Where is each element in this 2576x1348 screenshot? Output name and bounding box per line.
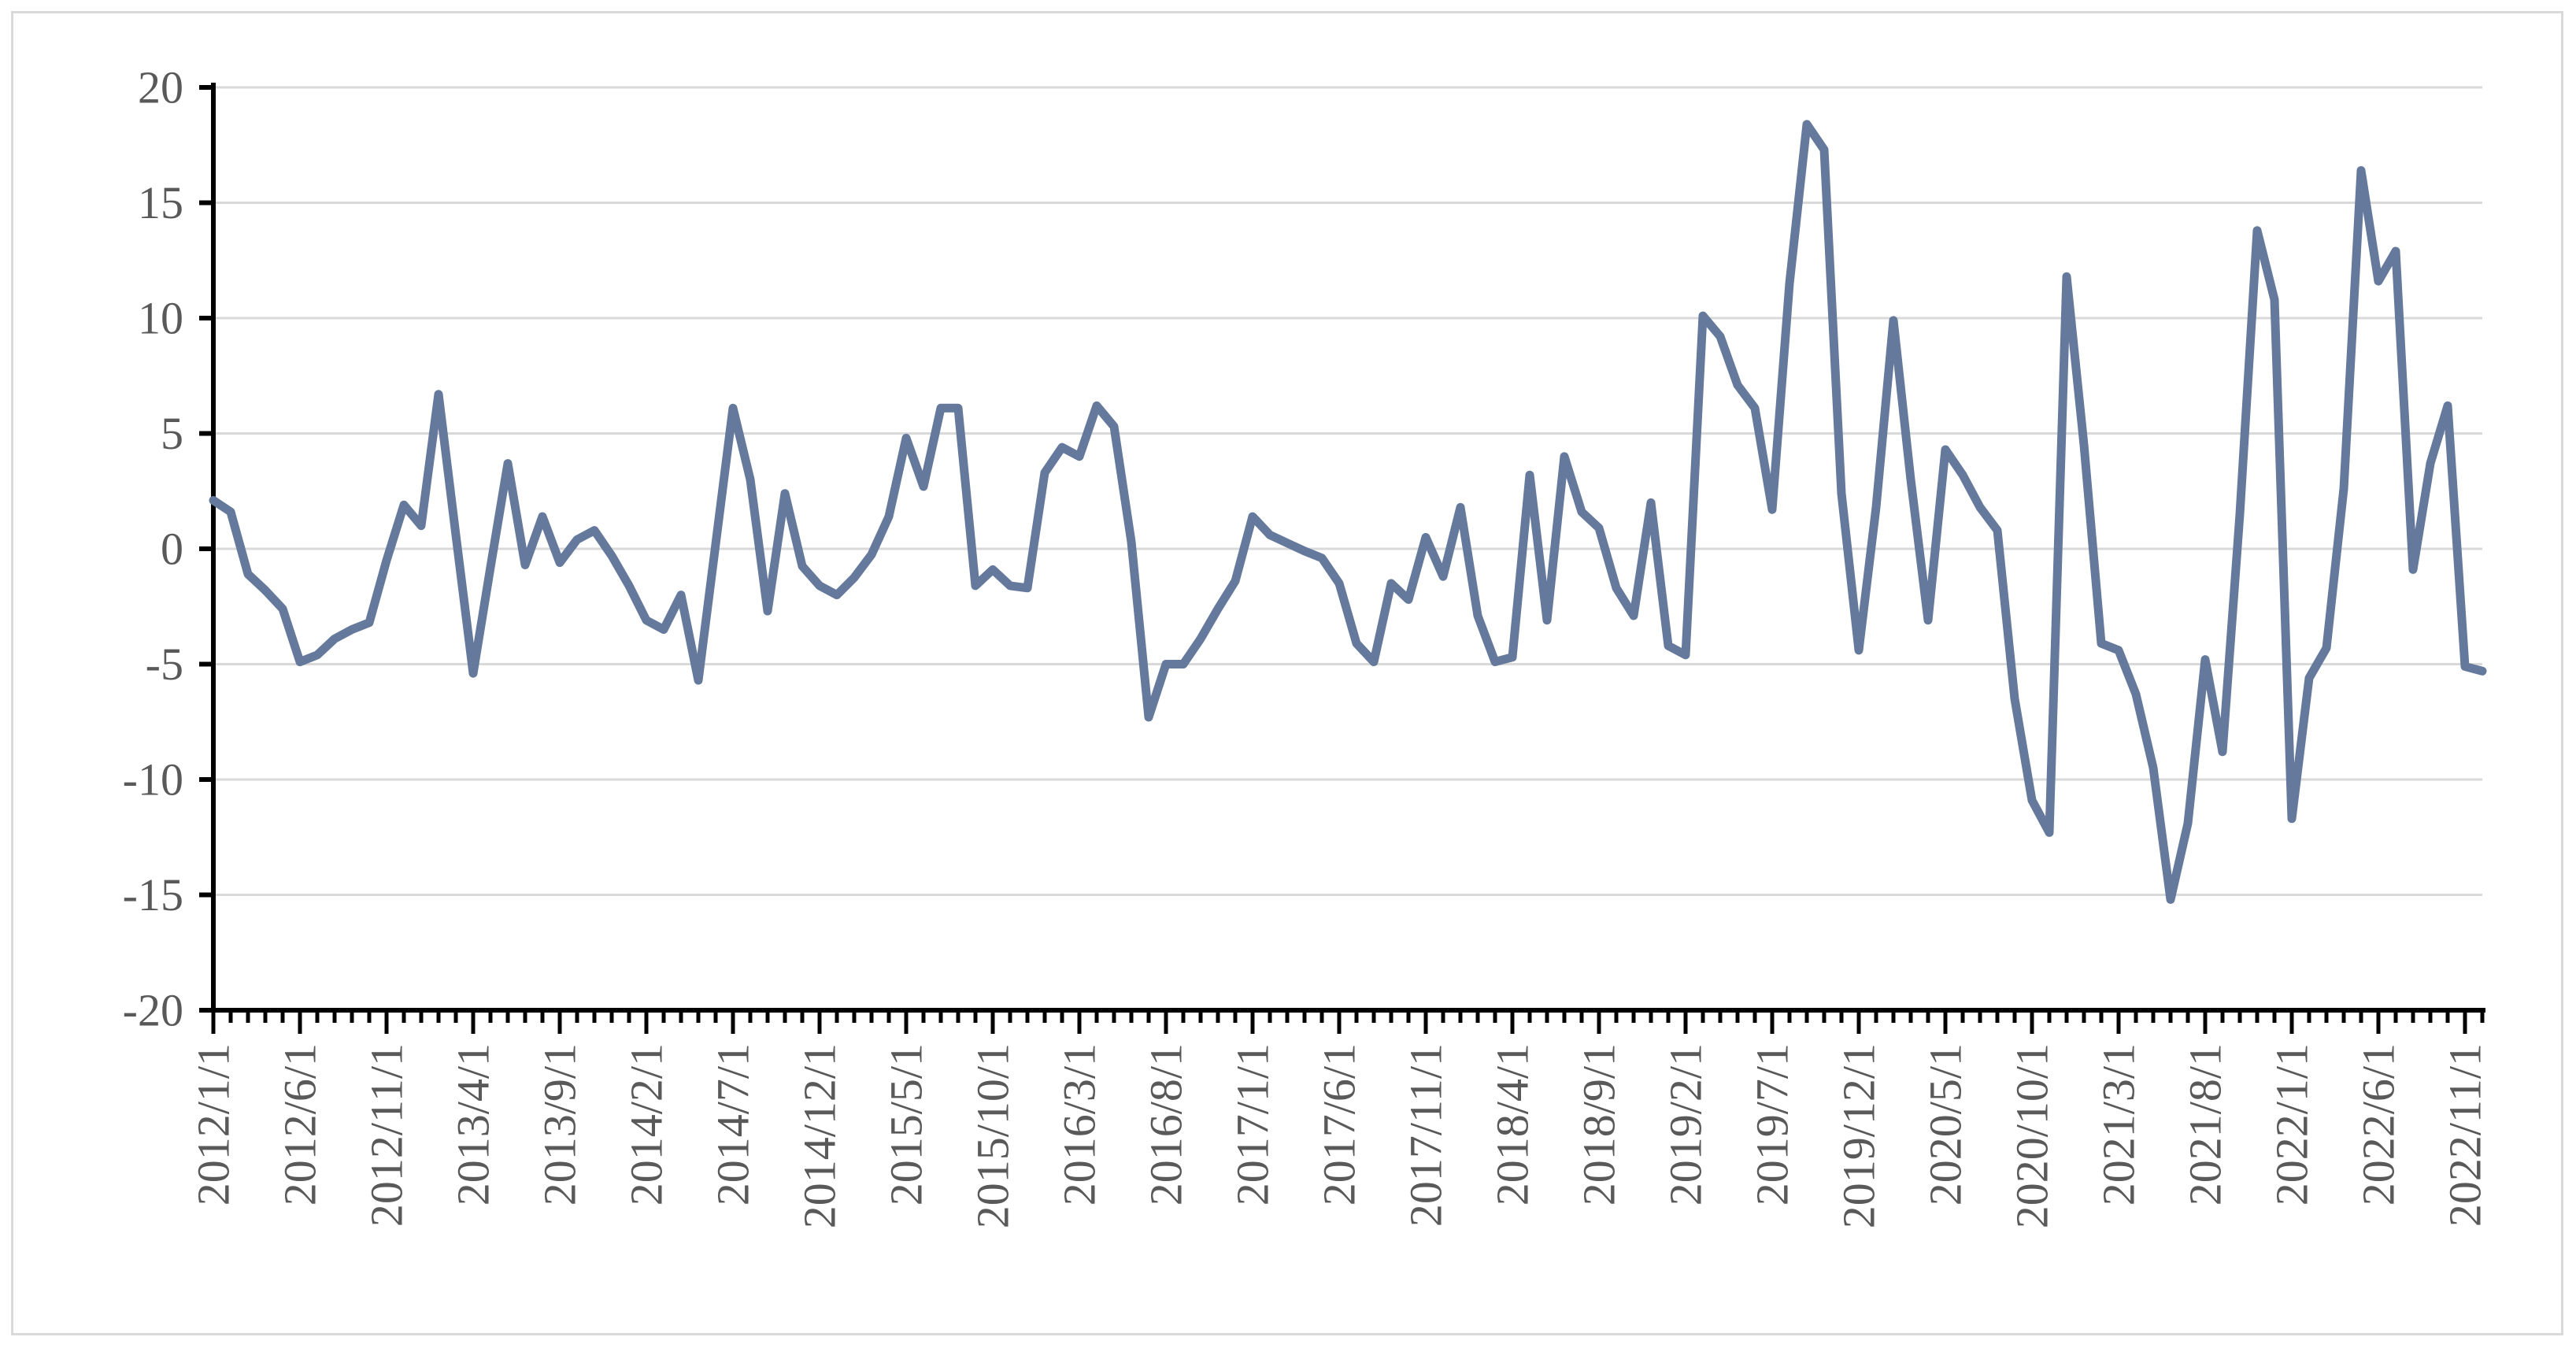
x-axis-label: 2019/12/1 — [1834, 1043, 1885, 1228]
y-axis-label: 15 — [138, 177, 183, 228]
x-axis-label: 2016/3/1 — [1054, 1043, 1105, 1205]
x-axis-label: 2020/10/1 — [2007, 1043, 2058, 1228]
y-axis-label: -5 — [146, 639, 183, 690]
x-axis-label: 2017/1/1 — [1227, 1043, 1279, 1205]
x-axis-label: 2015/10/1 — [968, 1043, 1019, 1228]
x-axis-label: 2013/4/1 — [448, 1043, 499, 1205]
x-axis-label: 2014/7/1 — [708, 1043, 759, 1205]
y-axis-label: -15 — [123, 869, 183, 920]
x-axis-label: 2012/1/1 — [188, 1043, 239, 1205]
x-axis-labels: 2012/1/1 2012/6/1 2012/11/1 2013/4/1 2013/9/… — [188, 1043, 2491, 1228]
y-axis-label: 20 — [138, 62, 183, 113]
y-axis-label: 5 — [161, 408, 183, 459]
axes — [201, 83, 2485, 1013]
x-axis-label: 2012/6/1 — [275, 1043, 326, 1205]
x-axis-label: 2021/8/1 — [2180, 1043, 2231, 1205]
x-axis-label: 2022/1/1 — [2267, 1043, 2318, 1205]
y-axis-label: 10 — [138, 293, 183, 344]
x-axis-label: 2020/5/1 — [1920, 1043, 1971, 1205]
y-axis-ticks — [199, 85, 213, 1013]
chart-frame: 20 15 10 5 0 -5 -10 -15 -20 2012/1/1 2012/6/1 2012… — [11, 11, 2563, 1335]
y-axis-label: -20 — [123, 985, 183, 1036]
y-axis-label: -10 — [123, 754, 183, 805]
data-series — [209, 120, 2487, 904]
x-axis-label: 2019/2/1 — [1660, 1043, 1712, 1205]
x-axis-label: 2022/6/1 — [2353, 1043, 2404, 1205]
x-axis-label: 2014/12/1 — [794, 1043, 846, 1228]
x-axis-label: 2016/8/1 — [1141, 1043, 1192, 1205]
x-axis-label: 2013/9/1 — [535, 1043, 586, 1205]
gridlines — [213, 86, 2482, 896]
x-axis-label: 2019/7/1 — [1747, 1043, 1798, 1205]
x-axis-label: 2014/2/1 — [621, 1043, 672, 1205]
x-axis-label: 2017/6/1 — [1314, 1043, 1365, 1205]
x-axis-label: 2012/11/1 — [361, 1043, 413, 1227]
series-line — [209, 120, 2487, 904]
y-axis-label: 0 — [161, 524, 183, 575]
x-axis-label: 2017/11/1 — [1401, 1043, 1452, 1227]
x-axis-label: 2015/5/1 — [881, 1043, 932, 1205]
x-axis-ticks — [211, 1010, 2485, 1034]
x-axis-label: 2021/3/1 — [2093, 1043, 2145, 1205]
x-axis-label: 2018/4/1 — [1487, 1043, 1538, 1205]
y-axis-labels: 20 15 10 5 0 -5 -10 -15 -20 — [123, 62, 183, 1036]
x-axis-label: 2022/11/1 — [2440, 1043, 2491, 1227]
x-axis-label: 2018/9/1 — [1574, 1043, 1625, 1205]
